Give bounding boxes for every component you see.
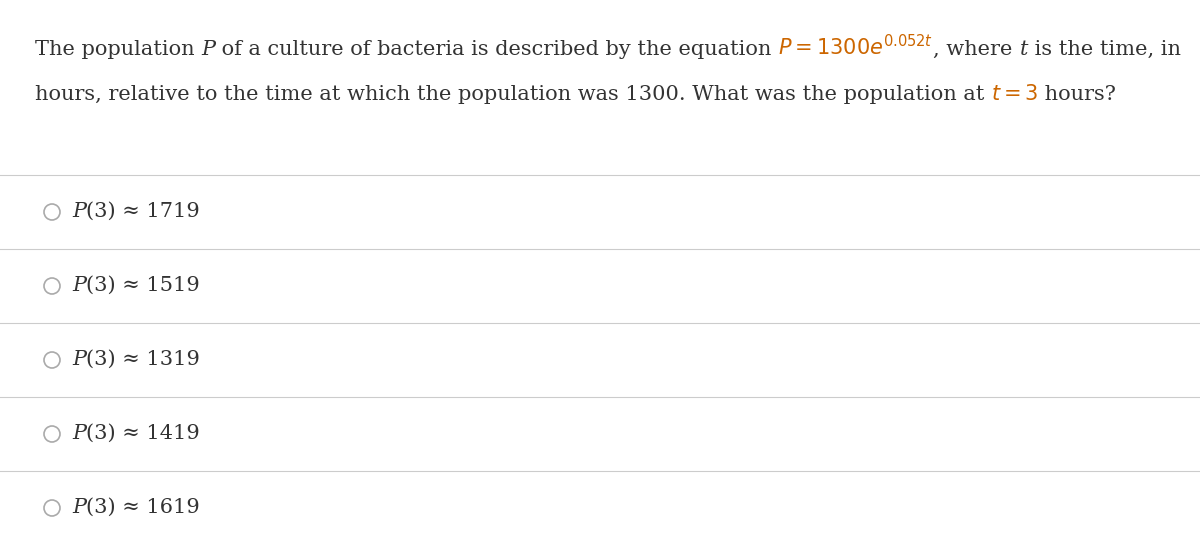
Text: $t = 3$: $t = 3$	[991, 84, 1038, 104]
Text: P: P	[202, 40, 215, 59]
Text: P: P	[72, 350, 86, 369]
Text: (3) ≈ 1319: (3) ≈ 1319	[86, 350, 200, 369]
Text: The population: The population	[35, 40, 202, 59]
Text: , where: , where	[934, 40, 1020, 59]
Text: of a culture of bacteria is described by the equation: of a culture of bacteria is described by…	[215, 40, 779, 59]
Text: P: P	[72, 498, 86, 517]
Text: P: P	[72, 276, 86, 295]
Text: hours, relative to the time at which the population was 1300. What was the popul: hours, relative to the time at which the…	[35, 85, 991, 104]
Text: P: P	[72, 424, 86, 443]
Text: is the time, in: is the time, in	[1028, 40, 1181, 59]
Text: hours?: hours?	[1038, 85, 1116, 104]
Text: (3) ≈ 1419: (3) ≈ 1419	[86, 424, 199, 443]
Text: $P = 1300e^{0.052t}$: $P = 1300e^{0.052t}$	[779, 34, 934, 59]
Text: (3) ≈ 1519: (3) ≈ 1519	[86, 276, 199, 295]
Text: P: P	[72, 202, 86, 221]
Text: t: t	[1020, 40, 1028, 59]
Text: (3) ≈ 1619: (3) ≈ 1619	[86, 498, 199, 517]
Text: (3) ≈ 1719: (3) ≈ 1719	[86, 202, 199, 221]
